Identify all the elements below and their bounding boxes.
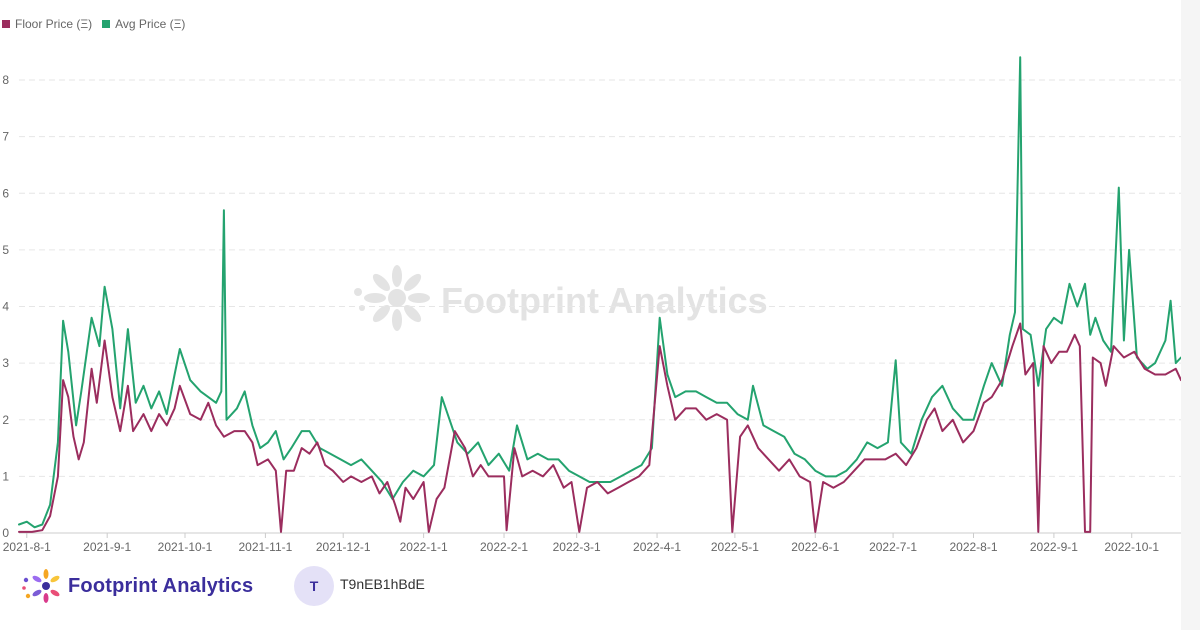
x-tick-label: 2021-10-1	[158, 540, 213, 554]
x-tick-label: 2021-8-1	[3, 540, 51, 554]
watermark: Footprint Analytics	[354, 265, 768, 331]
x-tick-label: 2022-2-1	[480, 540, 528, 554]
x-tick-label: 2022-7-1	[869, 540, 917, 554]
author-badge[interactable]: T T9nEB1hBdE	[294, 566, 425, 606]
legend-label-floor: Floor Price (Ξ)	[15, 17, 93, 31]
footprint-flower-icon	[22, 569, 60, 603]
series-lines	[18, 56, 1182, 533]
avatar: T	[294, 566, 334, 606]
y-tick-label: 7	[2, 130, 9, 144]
footprint-flower-icon	[354, 265, 430, 331]
x-tick-label: 2021-12-1	[316, 540, 371, 554]
y-tick-label: 6	[2, 186, 9, 200]
grid-lines	[19, 79, 1181, 477]
legend-swatch-avg	[102, 20, 111, 28]
y-tick-label: 2	[2, 413, 9, 427]
x-tick-label: 2022-8-1	[949, 540, 997, 554]
x-tick-label: 2022-5-1	[711, 540, 759, 554]
x-tick-label: 2022-6-1	[791, 540, 839, 554]
legend-item-floor[interactable]: Floor Price (Ξ)	[2, 17, 92, 31]
legend-swatch-floor	[2, 20, 10, 28]
y-tick-label: 4	[2, 300, 9, 314]
brand-name: Footprint Analytics	[68, 574, 254, 597]
legend-label-avg: Avg Price (Ξ)	[115, 17, 186, 31]
x-tick-label: 2022-9-1	[1030, 540, 1078, 554]
y-tick-label: 8	[2, 73, 9, 87]
y-axis: 0 1 2 3 4 5 6 7 8	[2, 73, 9, 540]
legend-item-avg[interactable]: Avg Price (Ξ)	[102, 17, 185, 31]
legend: Floor Price (Ξ) Avg Price (Ξ)	[2, 17, 195, 31]
y-tick-label: 1	[2, 469, 9, 483]
x-tick-label: 2021-11-1	[238, 540, 292, 554]
y-tick-label: 0	[2, 526, 9, 540]
x-tick-label: 2022-1-1	[400, 540, 448, 554]
series-line-floor-price[interactable]	[18, 322, 1182, 533]
x-tick-label: 2022-4-1	[633, 540, 681, 554]
footer-brand[interactable]: Footprint Analytics	[18, 566, 253, 606]
x-tick-label: 2022-10-1	[1104, 540, 1159, 554]
watermark-text: Footprint Analytics	[441, 280, 768, 321]
y-tick-label: 5	[2, 243, 9, 257]
x-axis: 2021-8-1 2021-9-1 2021-10-1 2021-11-1 2021-1…	[3, 532, 1181, 554]
x-tick-label: 2022-3-1	[553, 540, 601, 554]
author-name: T9nEB1hBdE	[340, 576, 425, 592]
scroll-gutter	[1181, 0, 1200, 630]
x-tick-label: 2021-9-1	[83, 540, 131, 554]
y-tick-label: 3	[2, 356, 9, 370]
series-line-avg-price[interactable]	[18, 56, 1182, 529]
